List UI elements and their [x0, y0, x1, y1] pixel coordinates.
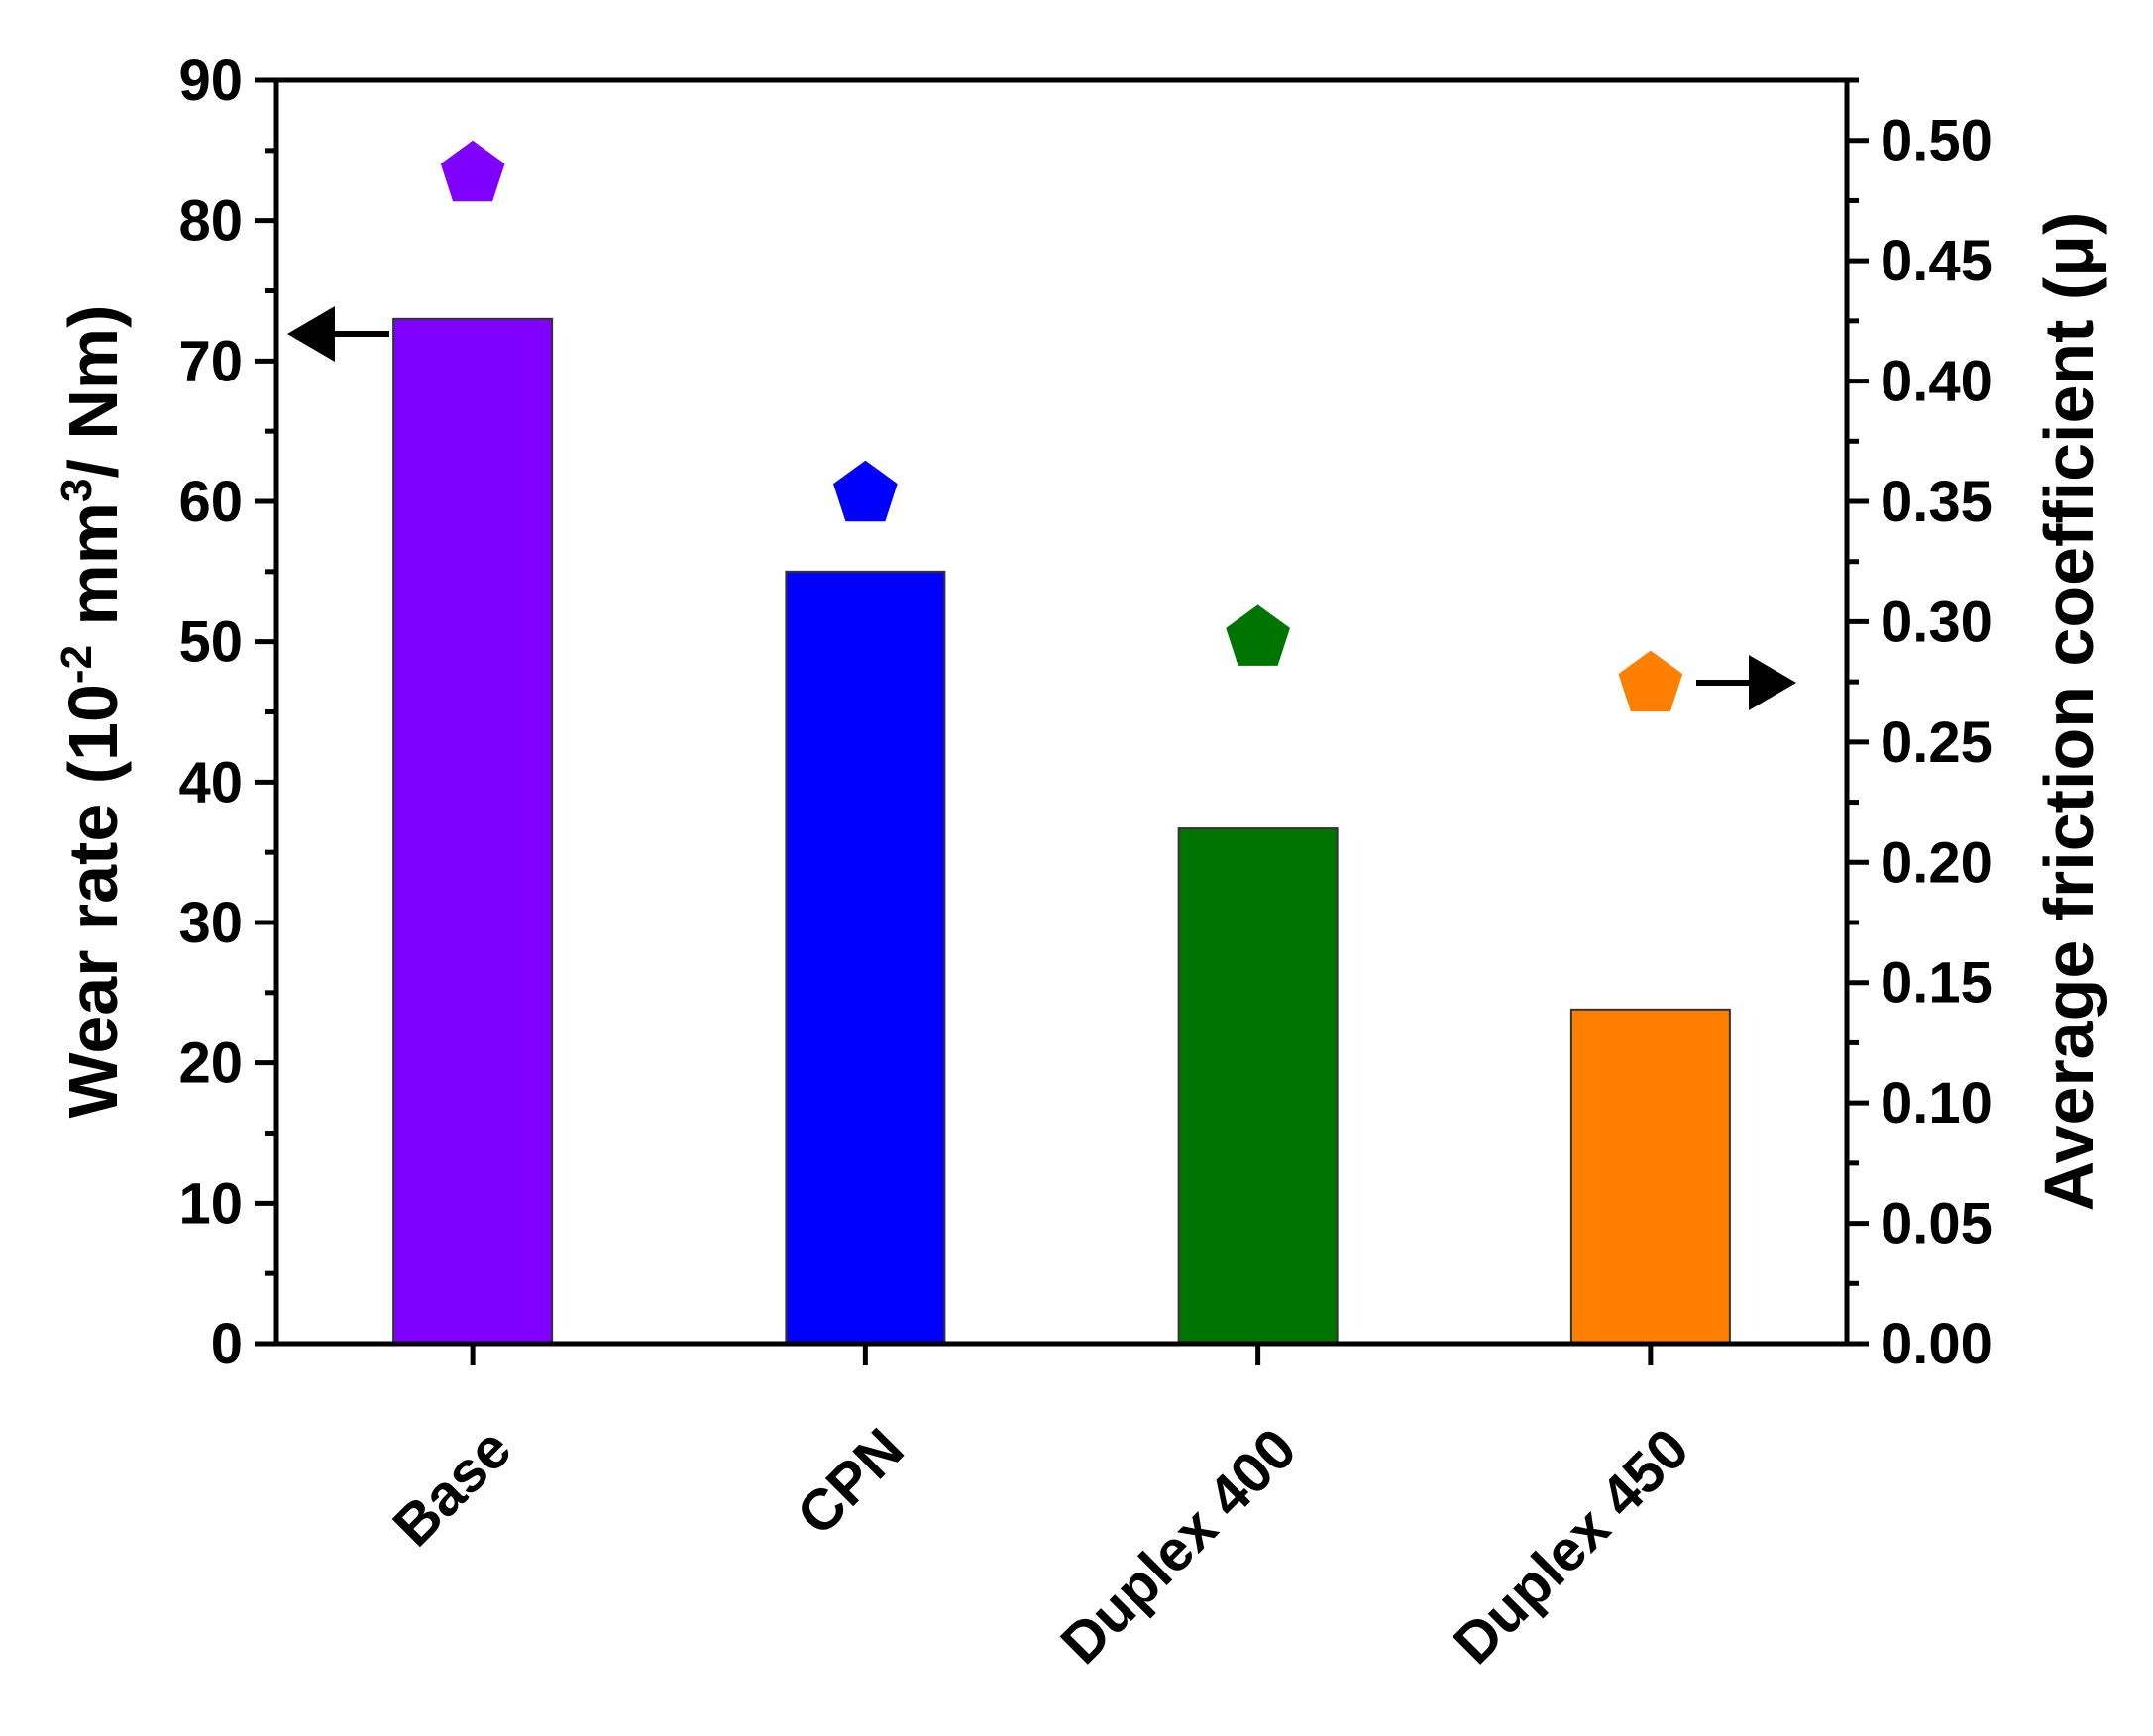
bar-base — [392, 317, 554, 1345]
y-tick-label: 10 — [178, 1171, 243, 1236]
friction-marker-series — [440, 140, 1683, 712]
friction-marker-base — [440, 140, 505, 202]
x-tick-label: Duplex 400 — [1048, 1416, 1309, 1677]
y2-tick-label: 0.15 — [1881, 951, 1992, 1016]
y-tick-label: 50 — [178, 610, 243, 675]
y2-tick-label: 0.05 — [1881, 1192, 1992, 1256]
y2-axis-title: Average friction coefficient (μ) — [2030, 212, 2107, 1212]
y2-tick-label: 0.30 — [1881, 590, 1992, 654]
y-tick-label: 60 — [178, 470, 243, 534]
y-tick-label: 40 — [178, 750, 243, 814]
y2-tick-label: 0.00 — [1881, 1312, 1992, 1376]
y2-tick-label: 0.20 — [1881, 830, 1992, 895]
friction-marker-cpn — [833, 460, 898, 522]
y2-tick-label: 0.25 — [1881, 710, 1992, 775]
y-tick-label: 80 — [178, 189, 243, 254]
bar-duplex-400 — [1177, 827, 1339, 1345]
y-axis-title: Wear rate (10-2 mm3/ Nm) — [53, 305, 132, 1119]
bar-cpn — [785, 570, 946, 1345]
y2-tick-label: 0.35 — [1881, 470, 1992, 534]
bar-duplex-450 — [1569, 1008, 1731, 1345]
x-tick-label: CPN — [785, 1416, 916, 1548]
x-axis-ticks: Base CPN Duplex 400 Duplex 450 — [380, 1344, 1701, 1677]
left-axis-arrow — [287, 306, 389, 362]
right-axis-arrow — [1696, 655, 1796, 710]
y-tick-label: 20 — [178, 1031, 243, 1096]
y-tick-label: 30 — [178, 891, 243, 955]
y2-tick-label: 0.10 — [1881, 1071, 1992, 1136]
y-tick-label: 70 — [178, 329, 243, 393]
friction-marker-duplex-450 — [1618, 650, 1683, 712]
y-tick-label: 0 — [211, 1312, 243, 1376]
bar-series — [392, 317, 1731, 1345]
y2-tick-label: 0.40 — [1881, 350, 1992, 414]
y2-tick-label: 0.50 — [1881, 109, 1992, 173]
y2-tick-label: 0.45 — [1881, 229, 1992, 293]
friction-marker-duplex-400 — [1226, 604, 1290, 666]
x-tick-label: Duplex 450 — [1442, 1416, 1702, 1677]
left-axis-ticks: 0 10 20 30 40 50 60 70 80 90 — [178, 49, 276, 1376]
right-axis-ticks: 0.00 0.05 0.10 0.15 0.20 0.25 0.30 0.35 0.40 0.45… — [1847, 77, 1992, 1376]
x-tick-label: Base — [380, 1416, 523, 1559]
y-tick-label: 90 — [178, 49, 243, 113]
